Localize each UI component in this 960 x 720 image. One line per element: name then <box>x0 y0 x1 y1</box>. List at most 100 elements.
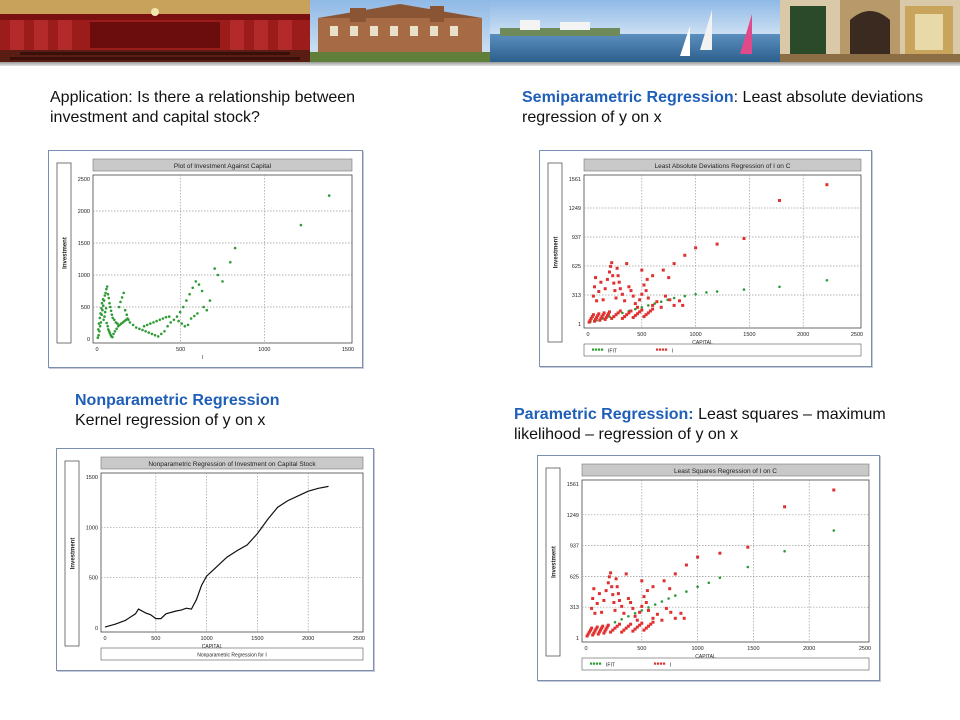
data-point <box>106 292 110 296</box>
x-tick-label: 0 <box>95 347 98 353</box>
data-point <box>595 316 599 319</box>
chart-nonparametric-regression: Investment Nonparametric Regression of In… <box>56 448 374 671</box>
data-point <box>593 629 597 633</box>
data-point <box>598 318 602 322</box>
legend-swatch <box>596 662 599 665</box>
data-point <box>599 316 603 320</box>
data-point <box>640 621 644 625</box>
data-point <box>613 608 617 612</box>
data-point <box>126 317 129 320</box>
data-point <box>615 266 619 270</box>
data-point <box>783 505 787 509</box>
data-point <box>603 287 607 291</box>
parametric-heading: Parametric Regression: <box>514 406 694 423</box>
y-tick-label: 1249 <box>567 513 579 519</box>
data-point <box>645 589 649 593</box>
chart-title-bar <box>92 158 353 172</box>
data-point <box>107 296 111 300</box>
x-tick-label: 1500 <box>251 636 263 642</box>
x-axis-label: CAPITAL <box>202 644 223 650</box>
x-tick-label: 500 <box>151 636 160 642</box>
data-point <box>673 572 677 576</box>
data-point <box>635 618 639 622</box>
data-point <box>596 632 600 636</box>
data-point <box>119 300 122 304</box>
y-axis-label: Investment <box>63 237 69 269</box>
data-point <box>101 298 105 301</box>
data-point <box>631 294 635 298</box>
data-point <box>647 608 650 612</box>
data-point <box>624 572 628 576</box>
data-point <box>604 589 608 593</box>
data-point <box>113 330 117 333</box>
data-point <box>609 630 613 634</box>
data-point <box>191 286 194 290</box>
legend-swatch <box>590 662 593 665</box>
data-point <box>586 632 590 636</box>
data-point <box>618 599 621 602</box>
chart-title-bar <box>100 456 364 470</box>
data-point <box>141 328 144 332</box>
data-point <box>101 308 104 312</box>
data-point <box>169 321 172 324</box>
data-point <box>599 628 602 632</box>
data-point <box>600 610 604 614</box>
data-point <box>601 624 605 628</box>
x-tick-label: 500 <box>176 347 185 353</box>
data-point <box>614 296 618 300</box>
data-point <box>593 611 597 615</box>
data-point <box>163 330 166 333</box>
data-point <box>627 285 631 289</box>
data-point <box>110 313 114 316</box>
data-point <box>651 620 655 624</box>
data-point <box>636 312 639 316</box>
data-point <box>189 317 193 320</box>
data-point <box>97 333 100 337</box>
data-point <box>640 268 644 272</box>
data-point <box>229 260 232 264</box>
data-point <box>629 309 633 313</box>
data-point <box>98 330 101 333</box>
data-point <box>605 314 609 318</box>
data-point <box>664 606 668 610</box>
chart-svg: Investment Least Squares Regression of I … <box>538 456 879 680</box>
data-point <box>660 618 664 622</box>
data-point <box>646 296 650 300</box>
data-point <box>626 597 630 600</box>
nonparametric-description: Kernel regression of y on x <box>75 412 266 429</box>
data-point <box>664 294 667 298</box>
y-tick-label: 1 <box>576 636 579 642</box>
data-point <box>103 294 107 297</box>
legend-label: IFIT <box>608 349 617 355</box>
data-point <box>645 277 649 281</box>
legend-swatch <box>599 662 602 665</box>
data-point <box>629 622 633 626</box>
data-point <box>651 274 655 278</box>
data-point <box>122 291 125 295</box>
ylabel-box <box>56 162 72 344</box>
x-tick-label: 0 <box>584 646 587 652</box>
x-axis-label: I <box>202 355 203 361</box>
x-tick-label: 2000 <box>302 636 314 642</box>
chart-title: Least Squares Regression of I on C <box>674 468 777 475</box>
data-point <box>595 625 599 629</box>
x-tick-label: 1000 <box>689 332 701 338</box>
chart-svg: Investment Plot of Investment Against Cap… <box>49 151 362 367</box>
data-point <box>591 294 595 298</box>
data-point <box>597 592 601 596</box>
data-point <box>649 622 653 626</box>
chart-title: Plot of Investment Against Capital <box>174 163 272 170</box>
data-point <box>622 611 626 615</box>
data-point <box>592 631 596 635</box>
data-point <box>594 276 597 280</box>
data-point <box>631 606 635 610</box>
data-point <box>672 262 676 266</box>
data-point <box>102 318 105 322</box>
data-point <box>644 289 648 293</box>
data-point <box>681 303 685 307</box>
data-point <box>609 264 613 268</box>
x-tick-label: 1500 <box>743 332 755 338</box>
legend-swatch <box>660 662 663 665</box>
data-point <box>104 291 107 295</box>
data-point <box>610 316 614 320</box>
